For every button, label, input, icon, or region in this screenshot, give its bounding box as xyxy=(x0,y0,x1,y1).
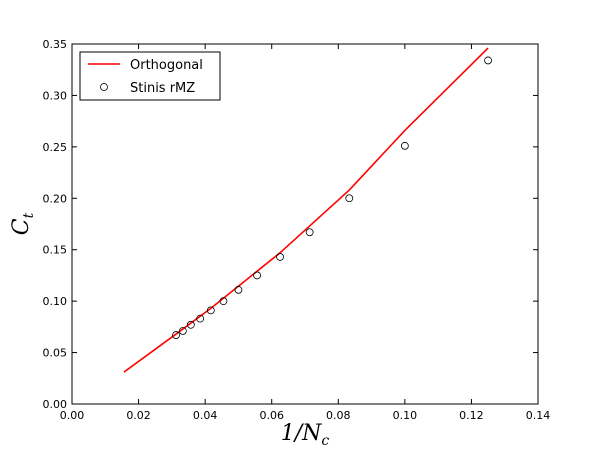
data-point-stinis-rmz xyxy=(305,228,314,237)
axes-frame xyxy=(71,43,539,405)
y-axis-title-subscript: t xyxy=(21,212,37,218)
data-point-stinis-rmz xyxy=(234,285,243,294)
data-point-stinis-rmz xyxy=(172,331,180,339)
data-point-stinis-rmz xyxy=(345,194,354,203)
x-tick-label: 0.02 xyxy=(126,409,151,422)
y-tick-label: 0.05 xyxy=(43,347,68,360)
y-axis: 0.00 0.05 0.10 0.15 0.20 0.25 0.30 0.35 xyxy=(43,38,538,411)
x-tick-label: 0.08 xyxy=(326,409,351,422)
x-tick-label: 0.00 xyxy=(60,409,85,422)
y-axis-title-main: C xyxy=(9,218,34,235)
x-tick-label: 0.06 xyxy=(259,409,284,422)
y-tick-label: 0.00 xyxy=(43,398,68,411)
x-tick-label: 0.14 xyxy=(526,409,551,422)
x-axis-title-subscript: c xyxy=(321,433,329,449)
data-point-stinis-rmz xyxy=(253,271,261,280)
data-point-stinis-rmz xyxy=(196,314,205,323)
legend-label-stinis-rmz: Stinis rMZ xyxy=(130,81,195,96)
y-tick-label: 0.25 xyxy=(43,141,68,154)
x-axis-title-main: 1/N xyxy=(281,421,322,446)
x-axis: 0.00 0.02 0.04 0.06 0.08 0.10 0.12 0.14 xyxy=(60,44,551,422)
y-tick-label: 0.15 xyxy=(43,244,68,257)
data-point-stinis-rmz xyxy=(206,306,215,315)
plot-area: 0.00 0.02 0.04 0.06 0.08 0.10 0.12 0.14 0.000.0… xyxy=(43,38,551,422)
legend: Orthogonal Stinis rMZ xyxy=(79,51,221,101)
x-tick-label: 0.10 xyxy=(393,409,418,422)
data-point-stinis-rmz xyxy=(186,320,195,329)
y-tick-label: 0.20 xyxy=(43,192,68,205)
legend-box xyxy=(79,51,221,101)
y-axis-title: Ct xyxy=(9,212,37,235)
data-point-stinis-rmz xyxy=(276,253,284,261)
x-axis-title: 1/Nc xyxy=(281,421,330,449)
y-tick-label: 0.30 xyxy=(43,89,68,102)
series-layer xyxy=(123,47,492,373)
legend-marker-swatch xyxy=(100,83,108,91)
data-point-stinis-rmz xyxy=(484,56,492,65)
data-point-stinis-rmz xyxy=(219,297,228,306)
data-point-stinis-rmz xyxy=(178,327,187,335)
y-tick-label: 0.35 xyxy=(43,38,68,51)
legend-label-orthogonal: Orthogonal xyxy=(130,58,203,73)
x-tick-label: 0.04 xyxy=(193,409,218,422)
x-tick-label: 0.12 xyxy=(459,409,484,422)
data-point-stinis-rmz xyxy=(400,141,409,150)
series-line-orthogonal xyxy=(123,47,489,373)
y-tick-label: 0.10 xyxy=(43,295,68,308)
